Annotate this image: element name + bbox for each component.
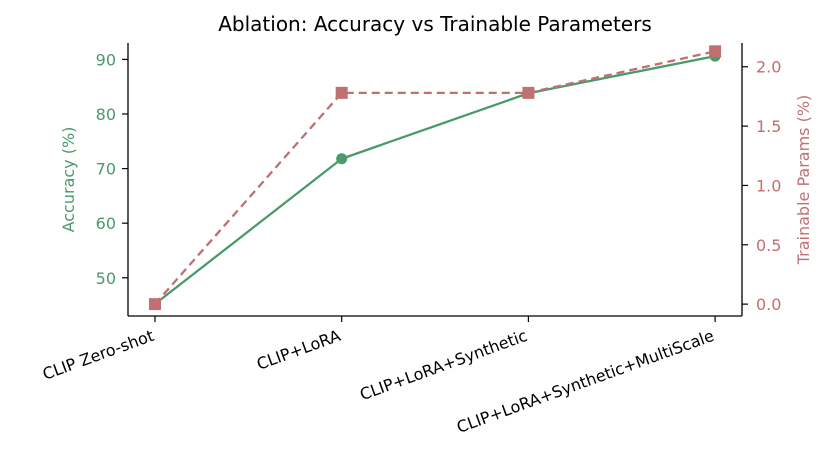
y-left-tick-label: 90 <box>96 50 116 69</box>
series-2-point <box>149 298 161 311</box>
series-2-point <box>709 45 722 58</box>
y-right-tick-label: 0.0 <box>756 295 781 314</box>
y-left-tick-label: 70 <box>96 160 116 179</box>
series-2-point <box>335 86 348 99</box>
y-axis-left-label: Accuracy (%) <box>59 127 78 233</box>
chart-title: Ablation: Accuracy vs Trainable Paramete… <box>218 12 652 36</box>
y-left-tick-label: 50 <box>96 269 116 288</box>
y-right-tick-label: 1.0 <box>756 176 781 195</box>
y-left-tick-label: 80 <box>96 105 116 124</box>
y-right-tick-label: 2.0 <box>756 58 781 77</box>
y-right-tick-label: 0.5 <box>756 236 781 255</box>
series-2-line <box>154 50 716 305</box>
y-axis-right-label: Trainable Params (%) <box>794 95 813 266</box>
y-left-tick-label: 60 <box>96 214 116 233</box>
series-1-line <box>154 54 716 305</box>
x-tick-label: CLIP+LoRA+Synthetic <box>357 326 529 404</box>
y-right-tick-label: 1.5 <box>756 117 781 136</box>
series-2-point <box>522 86 535 99</box>
series-1-point <box>336 153 348 165</box>
plot-axes: 50 60 70 80 90 0.0 0.5 1.0 1.5 2.0 CLIP Zero-shot C… <box>40 43 781 437</box>
x-tick-label: CLIP Zero-shot <box>40 326 156 384</box>
x-tick-label: CLIP+LoRA <box>254 326 343 374</box>
series-layer <box>149 45 722 311</box>
